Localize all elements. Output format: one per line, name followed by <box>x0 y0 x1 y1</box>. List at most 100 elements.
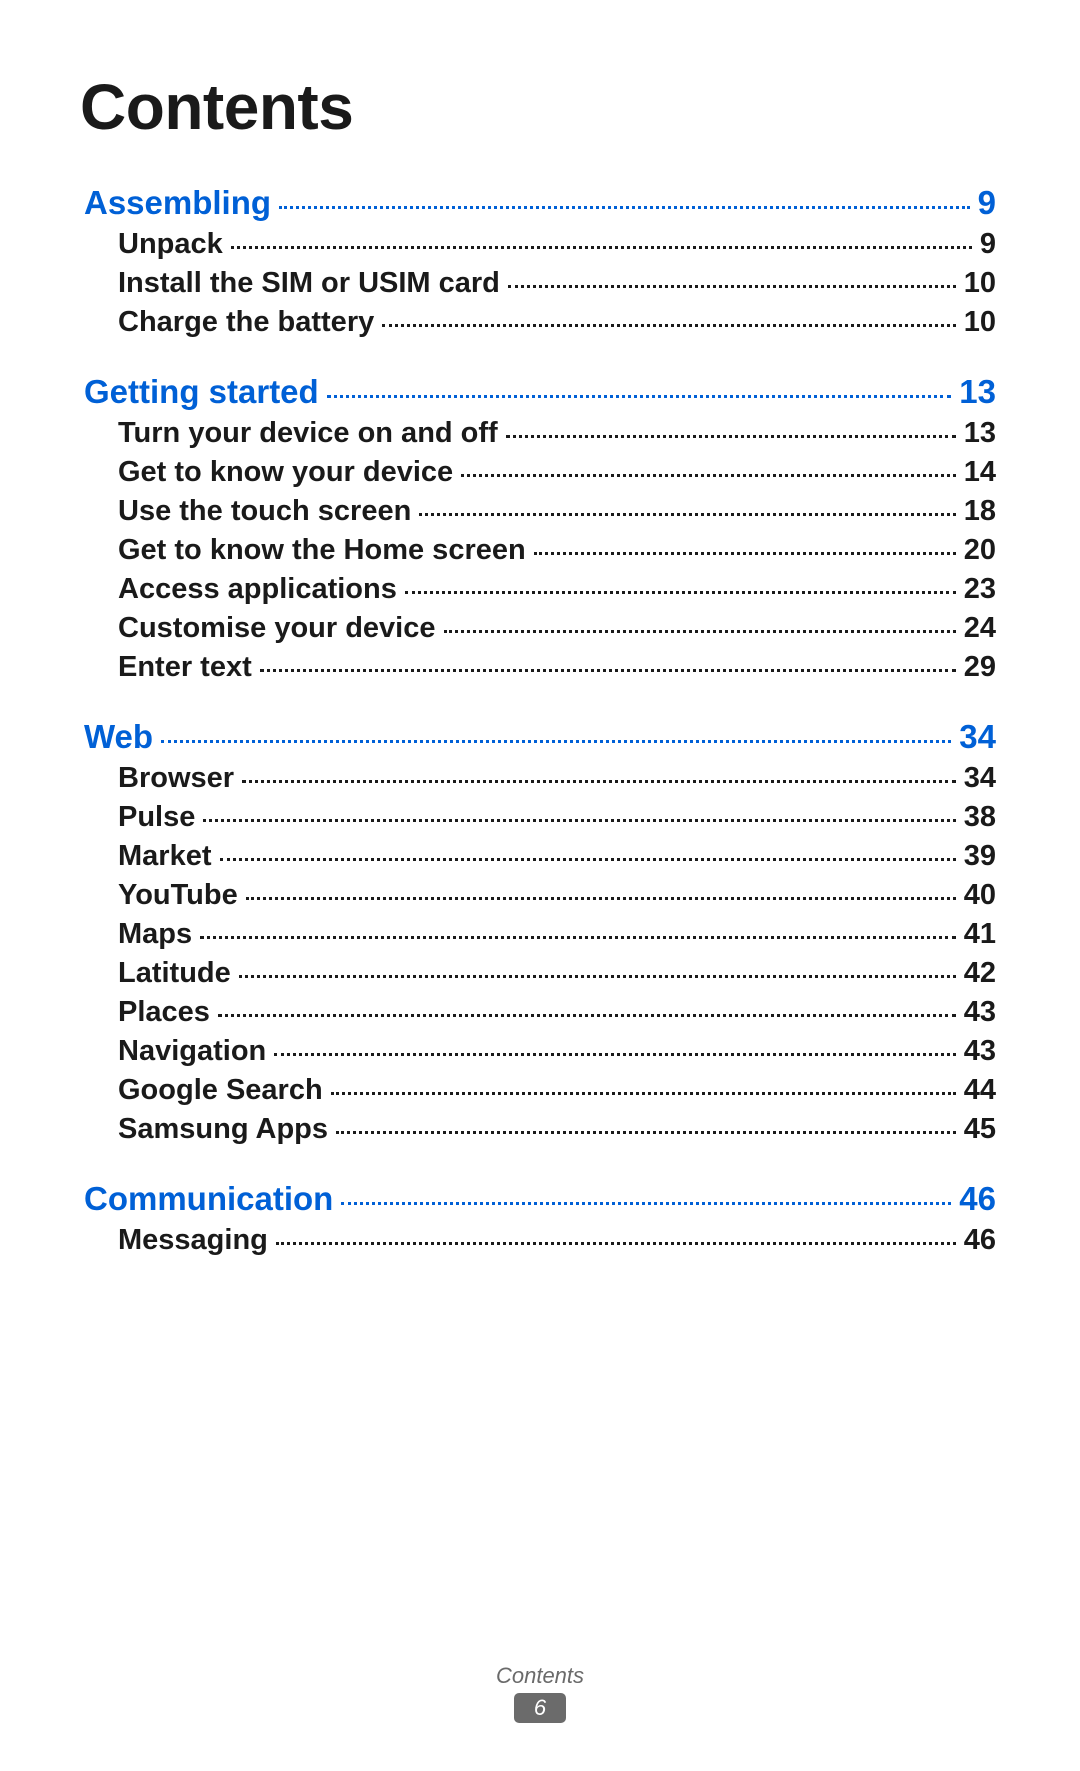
toc-item-page: 43 <box>958 1035 996 1068</box>
toc-item-page: 29 <box>958 651 996 684</box>
dot-leader <box>279 206 970 209</box>
dot-leader <box>331 1092 956 1095</box>
dot-leader <box>508 285 956 288</box>
dot-leader <box>203 819 955 822</box>
toc-item-page: 39 <box>958 840 996 873</box>
toc-section-row[interactable]: Assembling 9 <box>84 184 996 222</box>
toc-section-label: Getting started <box>84 373 325 411</box>
toc-item-label: Get to know your device <box>118 456 459 489</box>
toc-section-label: Web <box>84 718 159 756</box>
toc-item-page: 38 <box>958 801 996 834</box>
dot-leader <box>506 435 956 438</box>
toc-item-page: 18 <box>958 495 996 528</box>
dot-leader <box>200 936 956 939</box>
dot-leader <box>341 1202 951 1205</box>
toc-item-page: 46 <box>958 1224 996 1257</box>
dot-leader <box>419 513 955 516</box>
dot-leader <box>239 975 956 978</box>
dot-leader <box>444 630 956 633</box>
toc-item-label: Unpack <box>118 228 229 261</box>
toc-item-row[interactable]: Get to know the Home screen 20 <box>118 534 996 567</box>
toc-item-row[interactable]: Turn your device on and off13 <box>118 417 996 450</box>
toc-item-page: 23 <box>958 573 996 606</box>
toc-item-row[interactable]: Charge the battery 10 <box>118 306 996 339</box>
toc-section-page: 9 <box>972 184 996 222</box>
toc-section-label: Assembling <box>84 184 277 222</box>
toc-item-label: Get to know the Home screen <box>118 534 532 567</box>
toc-section-row[interactable]: Getting started 13 <box>84 373 996 411</box>
dot-leader <box>220 858 956 861</box>
toc-section-label: Communication <box>84 1180 339 1218</box>
toc-item-label: Use the touch screen <box>118 495 417 528</box>
dot-leader <box>405 591 956 594</box>
toc-item-row[interactable]: Latitude 42 <box>118 957 996 990</box>
toc-item-label: Turn your device on and off <box>118 417 504 450</box>
dot-leader <box>161 740 951 743</box>
toc-item-label: Customise your device <box>118 612 442 645</box>
toc-item-label: Latitude <box>118 957 237 990</box>
dot-leader <box>327 395 952 398</box>
dot-leader <box>231 246 972 249</box>
toc-item-label: Charge the battery <box>118 306 380 339</box>
table-of-contents: Assembling 9 Unpack 9 Install the SIM or USI… <box>80 184 1000 1257</box>
toc-item-label: Samsung Apps <box>118 1113 334 1146</box>
dot-leader <box>336 1131 956 1134</box>
toc-section-page: 13 <box>953 373 996 411</box>
toc-item-row[interactable]: Places 43 <box>118 996 996 1029</box>
toc-section-page: 46 <box>953 1180 996 1218</box>
toc-item-label: YouTube <box>118 879 244 912</box>
toc-item-row[interactable]: Access applications 23 <box>118 573 996 606</box>
toc-item-row[interactable]: Market 39 <box>118 840 996 873</box>
footer-section-label: Contents <box>0 1663 1080 1689</box>
dot-leader <box>274 1053 955 1056</box>
toc-item-page: 44 <box>958 1074 996 1107</box>
toc-item-label: Navigation <box>118 1035 272 1068</box>
toc-item-row[interactable]: YouTube 40 <box>118 879 996 912</box>
toc-item-label: Google Search <box>118 1074 329 1107</box>
toc-item-page: 10 <box>958 267 996 300</box>
dot-leader <box>218 1014 956 1017</box>
toc-item-page: 34 <box>958 762 996 795</box>
toc-section-row[interactable]: Web 34 <box>84 718 996 756</box>
dot-leader <box>260 669 956 672</box>
toc-item-row[interactable]: Enter text 29 <box>118 651 996 684</box>
toc-item-row[interactable]: Navigation 43 <box>118 1035 996 1068</box>
toc-item-page: 45 <box>958 1113 996 1146</box>
toc-item-row[interactable]: Install the SIM or USIM card 10 <box>118 267 996 300</box>
dot-leader <box>382 324 956 327</box>
toc-item-row[interactable]: Maps41 <box>118 918 996 951</box>
toc-item-page: 40 <box>958 879 996 912</box>
footer-page-number: 6 <box>514 1693 566 1723</box>
page-title: Contents <box>80 70 1000 144</box>
toc-item-page: 9 <box>974 228 996 261</box>
toc-item-label: Access applications <box>118 573 403 606</box>
page: Contents Assembling 9 Unpack 9 Install the S… <box>0 0 1080 1771</box>
toc-item-label: Maps <box>118 918 198 951</box>
dot-leader <box>461 474 956 477</box>
dot-leader <box>246 897 956 900</box>
toc-item-label: Pulse <box>118 801 201 834</box>
toc-item-page: 10 <box>958 306 996 339</box>
toc-item-label: Enter text <box>118 651 258 684</box>
toc-item-page: 20 <box>958 534 996 567</box>
toc-item-label: Places <box>118 996 216 1029</box>
page-footer: Contents 6 <box>0 1663 1080 1723</box>
toc-item-row[interactable]: Unpack 9 <box>118 228 996 261</box>
toc-item-label: Browser <box>118 762 240 795</box>
toc-item-page: 14 <box>958 456 996 489</box>
toc-item-row[interactable]: Browser 34 <box>118 762 996 795</box>
toc-section-row[interactable]: Communication 46 <box>84 1180 996 1218</box>
toc-item-page: 43 <box>958 996 996 1029</box>
toc-section-page: 34 <box>953 718 996 756</box>
toc-item-label: Market <box>118 840 218 873</box>
dot-leader <box>276 1242 956 1245</box>
toc-item-row[interactable]: Pulse 38 <box>118 801 996 834</box>
toc-item-page: 42 <box>958 957 996 990</box>
toc-item-row[interactable]: Samsung Apps 45 <box>118 1113 996 1146</box>
toc-item-label: Install the SIM or USIM card <box>118 267 506 300</box>
toc-item-row[interactable]: Customise your device24 <box>118 612 996 645</box>
toc-item-row[interactable]: Messaging46 <box>118 1224 996 1257</box>
toc-item-row[interactable]: Get to know your device 14 <box>118 456 996 489</box>
toc-item-row[interactable]: Use the touch screen 18 <box>118 495 996 528</box>
toc-item-row[interactable]: Google Search 44 <box>118 1074 996 1107</box>
